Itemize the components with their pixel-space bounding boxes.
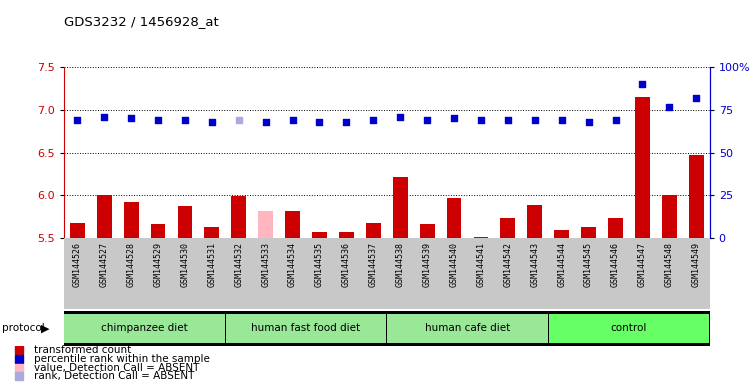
FancyBboxPatch shape — [549, 314, 709, 343]
Point — [367, 117, 379, 123]
Text: GSM144530: GSM144530 — [180, 242, 189, 286]
Text: control: control — [611, 323, 647, 333]
Text: rank, Detection Call = ABSENT: rank, Detection Call = ABSENT — [34, 371, 194, 381]
Text: GSM144528: GSM144528 — [127, 242, 136, 286]
Point — [98, 114, 110, 120]
Bar — [662, 195, 677, 238]
Text: GSM144541: GSM144541 — [476, 242, 485, 286]
Text: human cafe diet: human cafe diet — [425, 323, 510, 333]
Text: transformed count: transformed count — [34, 345, 131, 356]
Text: protocol: protocol — [2, 323, 44, 333]
Point — [583, 119, 595, 125]
Bar — [97, 195, 112, 238]
Text: GSM144531: GSM144531 — [207, 242, 216, 286]
Text: GSM144529: GSM144529 — [153, 242, 162, 286]
Text: GSM144536: GSM144536 — [342, 242, 351, 286]
Text: GSM144534: GSM144534 — [288, 242, 297, 286]
Point — [636, 81, 648, 88]
Text: GSM144540: GSM144540 — [450, 242, 459, 286]
Bar — [500, 218, 515, 238]
Point — [260, 119, 272, 125]
FancyBboxPatch shape — [226, 314, 386, 343]
Point — [313, 119, 325, 125]
Bar — [124, 202, 138, 238]
Text: GSM144532: GSM144532 — [234, 242, 243, 286]
Text: GSM144545: GSM144545 — [584, 242, 593, 286]
Text: GSM144546: GSM144546 — [611, 242, 620, 286]
Point — [421, 117, 433, 123]
Point — [394, 114, 406, 120]
Text: GDS3232 / 1456928_at: GDS3232 / 1456928_at — [64, 15, 219, 28]
Point — [206, 119, 218, 125]
Bar — [339, 232, 354, 238]
Text: human fast food diet: human fast food diet — [252, 323, 360, 333]
Point — [233, 117, 245, 123]
FancyBboxPatch shape — [65, 314, 225, 343]
Point — [287, 117, 299, 123]
Text: chimpanzee diet: chimpanzee diet — [101, 323, 188, 333]
Bar — [689, 155, 704, 238]
Point — [179, 117, 191, 123]
Bar — [608, 218, 623, 238]
Point — [556, 117, 568, 123]
Bar — [554, 230, 569, 238]
FancyBboxPatch shape — [388, 314, 547, 343]
Text: GSM144526: GSM144526 — [73, 242, 82, 286]
Bar — [177, 205, 192, 238]
Bar — [258, 211, 273, 238]
Point — [690, 95, 702, 101]
Text: GSM144539: GSM144539 — [423, 242, 432, 286]
Text: GSM144547: GSM144547 — [638, 242, 647, 286]
Bar — [70, 223, 85, 238]
Point — [529, 117, 541, 123]
Text: GSM144537: GSM144537 — [369, 242, 378, 286]
Point — [152, 117, 164, 123]
Text: ▶: ▶ — [41, 323, 50, 333]
Bar — [231, 196, 246, 238]
Bar — [527, 205, 542, 238]
Bar — [312, 232, 327, 238]
Text: GSM144544: GSM144544 — [557, 242, 566, 286]
Text: GSM144548: GSM144548 — [665, 242, 674, 286]
Point — [663, 103, 675, 109]
Bar — [635, 97, 650, 238]
Point — [448, 116, 460, 122]
Bar — [204, 227, 219, 238]
Bar — [285, 211, 300, 238]
Text: GSM144535: GSM144535 — [315, 242, 324, 286]
Bar — [393, 177, 408, 238]
Text: percentile rank within the sample: percentile rank within the sample — [34, 354, 210, 364]
Bar — [581, 227, 596, 238]
Bar — [447, 198, 461, 238]
Text: GSM144549: GSM144549 — [692, 242, 701, 286]
Point — [502, 117, 514, 123]
Text: GSM144542: GSM144542 — [503, 242, 512, 286]
Text: GSM144533: GSM144533 — [261, 242, 270, 286]
Bar — [420, 223, 435, 238]
Text: GSM144538: GSM144538 — [396, 242, 405, 286]
Bar — [474, 237, 488, 238]
Point — [71, 117, 83, 123]
Text: GSM144543: GSM144543 — [530, 242, 539, 286]
Bar — [366, 223, 381, 238]
Bar — [151, 223, 165, 238]
Point — [340, 119, 352, 125]
Point — [610, 117, 622, 123]
Text: GSM144527: GSM144527 — [100, 242, 109, 286]
Text: value, Detection Call = ABSENT: value, Detection Call = ABSENT — [34, 362, 199, 373]
Point — [475, 117, 487, 123]
Point — [125, 116, 137, 122]
